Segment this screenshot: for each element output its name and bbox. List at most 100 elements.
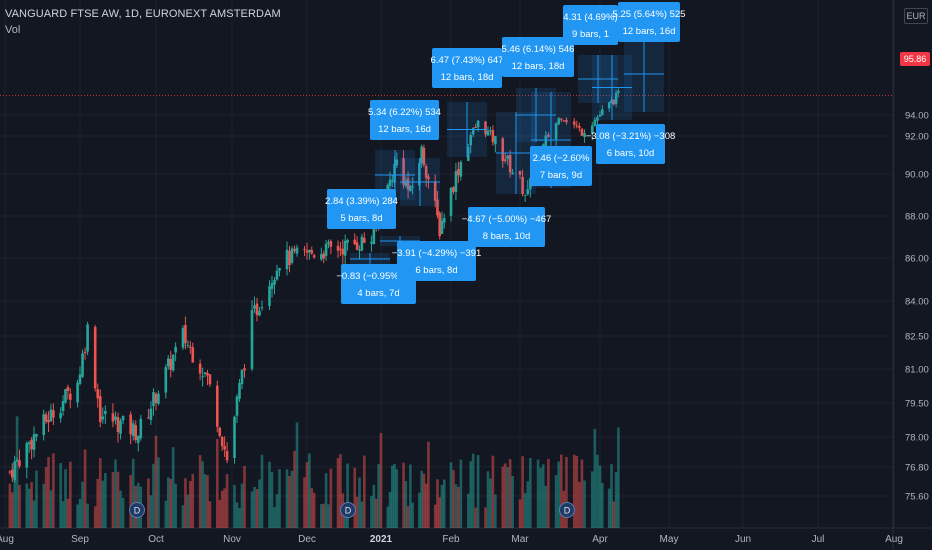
candle-body [47,419,50,423]
volume-bar [293,450,296,528]
volume-bar [8,483,12,528]
volume-bar [104,473,107,528]
volume-bar [474,507,477,528]
candle-body [114,416,117,420]
y-tick-label: 82.50 [905,332,929,343]
candle-body [35,434,38,437]
volume-bar [529,457,532,528]
candle-body [320,254,323,260]
candle-body [409,186,412,192]
candle-body [136,435,140,443]
y-tick-label: 84.00 [905,297,929,308]
candle-body [59,413,62,419]
volume-bar [575,455,579,528]
x-tick-label: Aug [885,534,903,545]
candle-body [336,245,340,251]
candle-body [327,242,330,244]
candle-body [390,180,394,182]
y-tick-label: 92.00 [905,132,929,143]
candle-body [119,420,122,434]
candle-body [395,159,399,166]
x-tick-label: Sep [71,534,89,545]
x-tick-label: Jul [812,534,825,545]
volume-bar [572,454,576,528]
candle-body [44,414,48,422]
volume-bar [539,467,542,528]
candle-body [370,241,373,244]
volume-bar [78,498,82,528]
last-price-tag: 95.86 [900,52,930,66]
volume-bar [491,455,495,528]
candle-body [27,442,31,445]
candle-body [10,469,14,478]
candle-body [270,283,274,289]
candle-body [572,121,576,125]
candle-body [101,416,105,420]
candle-body [617,91,620,93]
candle-body [285,249,289,270]
candle-body [98,396,102,423]
volume-bar [593,428,597,528]
volume-bar [471,453,475,528]
volume-bar [353,467,357,528]
volume-bar [547,458,550,528]
candle-body [243,368,246,371]
candle-body [32,434,36,450]
currency-button[interactable]: EUR [904,8,928,24]
volume-bar [607,488,611,528]
volume-bar [238,507,241,528]
volume-bar [501,466,505,528]
measure-label-line1: −0.83 (−0.95%) −83 [336,271,420,282]
candle-body [66,386,70,391]
y-tick-label: 78.00 [905,433,929,444]
y-tick-label: 76.80 [905,463,929,474]
candle-body [96,389,100,399]
candle-body [290,248,294,263]
candle-body [15,459,19,462]
volume-bar [452,470,455,528]
volume-bar [523,492,527,528]
candle-body [457,169,460,176]
candle-body [154,393,158,404]
candle-body [131,423,135,437]
volume-bar [393,464,396,528]
volume-bar [147,478,150,528]
candle-body [104,410,107,415]
measure-labels: 2.84 (3.39%) 284 5 bars, 8d −0.83 (−0.95%)… [325,2,685,304]
x-tick-label: Mar [511,534,529,545]
volume-bar [186,494,190,528]
volume-bar [189,480,192,528]
x-tick-label: Oct [148,534,164,545]
volume-bar [420,470,423,528]
measure-zones [350,36,664,265]
volume-bar [164,500,168,528]
volume-bar [320,504,323,528]
candle-body [78,374,82,384]
measure-label-line2: 4 bars, 7d [357,288,399,299]
volume-bar [61,501,65,528]
candle-body [339,248,342,250]
volume-bar [372,484,376,528]
candle-body [494,136,497,145]
measure-label-line1: 5.25 (5.64%) 525 [613,9,686,20]
measure-label-box [502,37,574,77]
measure-label-box [530,146,592,186]
volume-bar [466,493,470,528]
volume-bar [278,469,281,528]
time-axis[interactable]: Aug Sep Oct Nov Dec 2021 Feb Mar Apr May Jun Jul Aug [0,534,903,545]
candle-body [562,120,566,122]
measure-label-box [563,5,618,45]
candle-body [121,415,125,421]
price-axis[interactable]: 94.00 92.00 90.00 88.00 86.00 84.00 82.50 81.00… [905,111,929,503]
candle-body [489,130,492,132]
volume-bar [476,455,480,528]
measure-label-line2: 6 bars, 10d [607,148,655,159]
candle-body [13,461,16,481]
volume-bar [240,483,244,528]
candle-body [612,99,616,105]
candle-body [225,451,229,461]
volume-bar [42,483,46,528]
candle-body [372,222,376,245]
